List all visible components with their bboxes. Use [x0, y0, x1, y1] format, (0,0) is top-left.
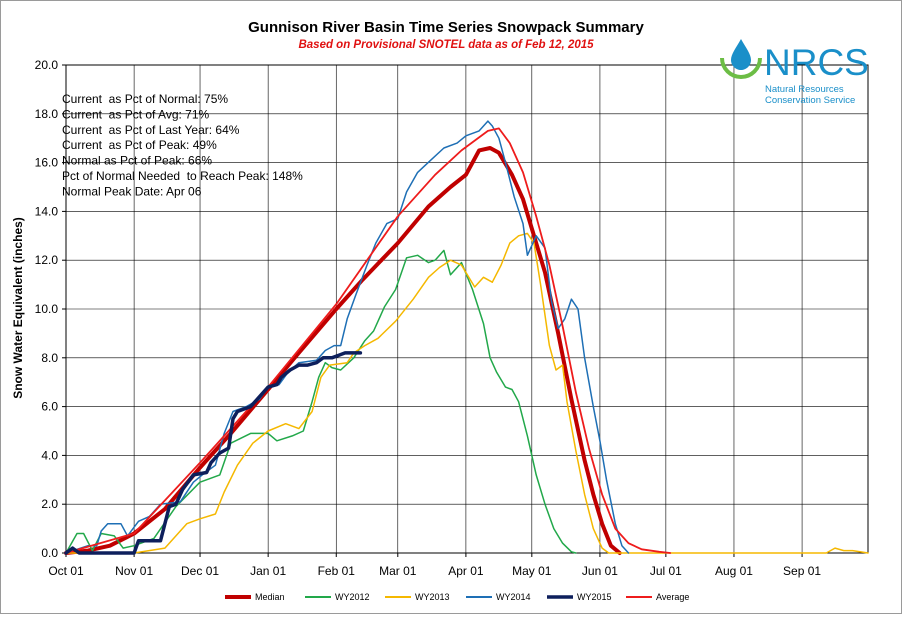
x-tick-label: Sep 01	[783, 564, 821, 578]
y-tick-label: 16.0	[35, 156, 59, 170]
legend: Median WY2012 WY2013 WY2014 WY2015 Average	[225, 592, 689, 602]
legend-label: WY2015	[577, 592, 612, 602]
legend-label: Average	[656, 592, 689, 602]
chart-subtitle: Based on Provisional SNOTEL data as of F…	[298, 39, 594, 51]
x-tick-label: Feb 01	[318, 564, 356, 578]
legend-label: WY2012	[335, 592, 370, 602]
stats-text-box: Current as Pct of Normal: 75%Current as …	[62, 92, 303, 198]
stats-line: Current as Pct of Peak: 49%	[62, 138, 217, 152]
x-tick-label: Nov 01	[115, 564, 153, 578]
series-line-wy2013	[65, 232, 869, 554]
logo-line-2: Conservation Service	[765, 95, 855, 106]
plot-area-frame	[65, 64, 869, 554]
x-tick-label: Jun 01	[582, 564, 618, 578]
series-line-wy2012	[65, 249, 577, 554]
y-tick-label: 8.0	[41, 351, 58, 365]
logo-line-1: Natural Resources	[765, 84, 844, 95]
x-tick-label: Oct 01	[48, 564, 84, 578]
axis-tick-labels: 0.0 2.0 4.0 6.0 8.0 10.0 12.0 14.0 16.0 18.0 20.0 O…	[35, 58, 822, 578]
y-tick-label: 18.0	[35, 107, 59, 121]
x-tick-label: Mar 01	[379, 564, 417, 578]
x-tick-label: Aug 01	[715, 564, 753, 578]
y-tick-label: 0.0	[41, 546, 58, 560]
stats-line: Normal as Pct of Peak: 66%	[62, 154, 212, 168]
legend-label: WY2014	[496, 592, 531, 602]
y-tick-label: 20.0	[35, 58, 59, 72]
stats-line: Current as Pct of Avg: 71%	[62, 107, 210, 121]
legend-label: WY2013	[415, 592, 450, 602]
y-tick-label: 6.0	[41, 400, 58, 414]
x-tick-label: Jul 01	[650, 564, 682, 578]
series-line-average	[65, 127, 672, 554]
x-tick-label: May 01	[512, 564, 552, 578]
nrcs-logo: NRCS Natural Resources Conservation Serv…	[720, 39, 869, 106]
stats-line: Pct of Normal Needed to Reach Peak: 148%	[62, 169, 303, 183]
stats-line: Current as Pct of Normal: 75%	[62, 92, 228, 106]
stats-line: Current as Pct of Last Year: 64%	[62, 123, 240, 137]
series-line-wy2015	[64, 351, 363, 555]
y-tick-label: 2.0	[41, 497, 58, 511]
y-tick-label: 14.0	[35, 204, 59, 218]
legend-label: Median	[255, 592, 285, 602]
series-lines	[64, 120, 869, 555]
y-tick-label: 4.0	[41, 448, 58, 462]
water-drop-icon	[720, 39, 762, 79]
chart-title: Gunnison River Basin Time Series Snowpac…	[248, 19, 644, 36]
x-tick-label: Dec 01	[181, 564, 219, 578]
y-axis-label: Snow Water Equivalent (inches)	[11, 217, 25, 399]
stats-line: Normal Peak Date: Apr 06	[62, 184, 202, 198]
logo-wordmark: NRCS	[764, 42, 869, 83]
x-tick-label: Jan 01	[250, 564, 286, 578]
y-tick-label: 12.0	[35, 253, 59, 267]
x-tick-label: Apr 01	[448, 564, 484, 578]
y-tick-label: 10.0	[35, 302, 59, 316]
